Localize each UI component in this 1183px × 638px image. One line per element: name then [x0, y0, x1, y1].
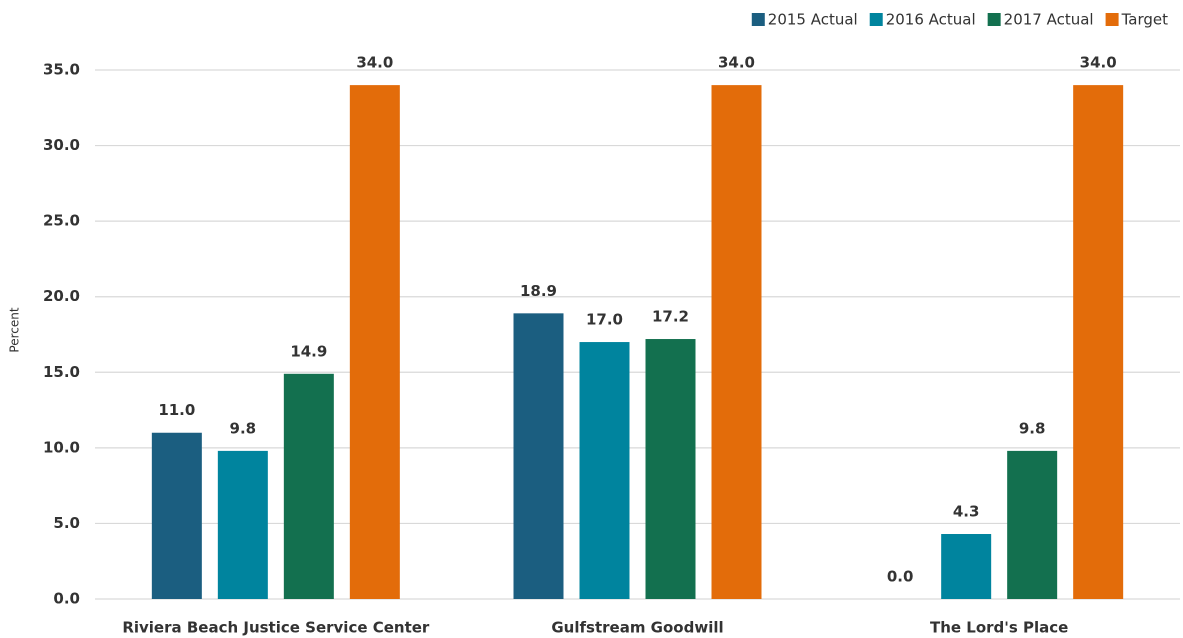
- y-axis-label: Percent: [8, 307, 22, 352]
- data-label: 34.0: [718, 54, 755, 72]
- bar: [711, 85, 762, 600]
- bar: [1007, 450, 1058, 599]
- legend-label: 2015 Actual: [768, 11, 858, 29]
- data-label: 34.0: [356, 54, 393, 72]
- data-label: 17.0: [586, 311, 623, 329]
- legend-swatch: [751, 13, 765, 26]
- bar: [349, 85, 400, 600]
- legend-swatch: [869, 13, 883, 26]
- y-tick-label: 5.0: [53, 514, 80, 532]
- y-tick-label: 20.0: [43, 287, 80, 305]
- bar: [941, 534, 992, 599]
- data-label: 18.9: [520, 282, 557, 300]
- bar: [283, 373, 334, 599]
- x-tick-label: Riviera Beach Justice Service Center: [122, 619, 430, 637]
- bar: [217, 450, 268, 599]
- data-label: 14.9: [290, 342, 327, 360]
- data-label: 17.2: [652, 308, 689, 326]
- bar: [513, 313, 564, 599]
- legend-swatch: [987, 13, 1001, 26]
- legend-label: 2016 Actual: [886, 11, 976, 29]
- legend-label: Target: [1121, 11, 1169, 29]
- x-tick-label: Gulfstream Goodwill: [551, 619, 723, 637]
- bar: [1073, 85, 1124, 600]
- y-tick-label: 15.0: [43, 363, 80, 381]
- x-tick-label: The Lord's Place: [930, 619, 1068, 637]
- data-label: 0.0: [887, 568, 914, 586]
- y-tick-label: 10.0: [43, 438, 80, 456]
- y-tick-label: 25.0: [43, 212, 80, 230]
- bar: [151, 432, 202, 599]
- data-label: 9.8: [1019, 419, 1046, 437]
- data-label: 34.0: [1080, 54, 1117, 72]
- data-label: 9.8: [230, 419, 257, 437]
- y-tick-label: 30.0: [43, 136, 80, 154]
- bar: [579, 342, 630, 599]
- y-tick-label: 0.0: [53, 590, 80, 608]
- data-label: 4.3: [953, 503, 980, 521]
- data-label: 11.0: [158, 401, 195, 419]
- legend-swatch: [1105, 13, 1119, 26]
- y-tick-label: 35.0: [43, 61, 80, 79]
- bar: [645, 339, 696, 599]
- legend-label: 2017 Actual: [1004, 11, 1094, 29]
